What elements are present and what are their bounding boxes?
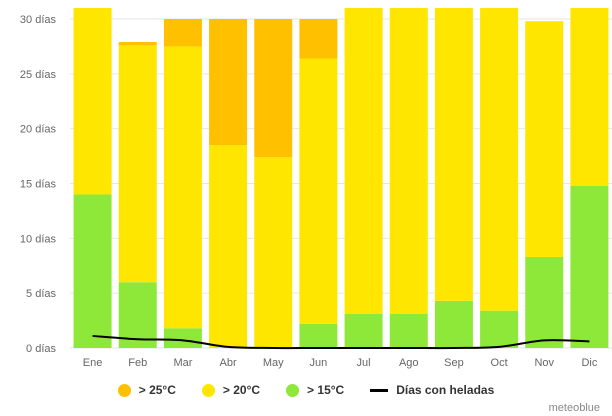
bar-segment[interactable]: [480, 8, 519, 311]
x-tick-label: Nov: [534, 357, 554, 369]
x-tick-label: Mar: [173, 357, 192, 369]
x-tick-label: Oct: [491, 357, 508, 369]
bar-segment[interactable]: [163, 328, 202, 348]
bar-segment[interactable]: [344, 8, 383, 315]
legend-frost-swatch: [370, 388, 389, 392]
legend-over-20-label: > 20°C: [222, 383, 261, 397]
bar-segment[interactable]: [480, 310, 519, 348]
bar-segment[interactable]: [570, 8, 609, 186]
x-tick-label: Ene: [83, 357, 103, 369]
legend-over-25-swatch: [117, 383, 131, 397]
bar-segment[interactable]: [118, 42, 157, 46]
bar-segment[interactable]: [344, 314, 383, 348]
x-tick-label: Dic: [581, 357, 597, 369]
x-tick-label: Jun: [310, 357, 328, 369]
legend-item-frost-days[interactable]: Días con heladas: [370, 383, 494, 397]
x-tick-label: Abr: [220, 357, 237, 369]
frost-line: [92, 334, 590, 350]
bar-segment[interactable]: [163, 19, 202, 47]
bar-segment[interactable]: [299, 58, 338, 324]
bar-segment[interactable]: [254, 157, 293, 348]
bar-segment[interactable]: [299, 323, 338, 348]
y-axis-ticks: 0 días 5 días 10 días 15 días 20 días 25 días…: [20, 14, 57, 355]
credit-text[interactable]: meteoblue: [548, 402, 600, 414]
bar-segment[interactable]: [118, 282, 157, 348]
legend: > 25°C > 20°C > 15°C Días con heladas: [0, 383, 612, 397]
x-axis-ticks: Ene Feb Mar Abr May Jun Jul Ago Sep Oct Nov Dic: [83, 357, 598, 369]
bar-segment[interactable]: [389, 8, 428, 315]
bar-segment[interactable]: [163, 46, 202, 329]
bar-segment[interactable]: [118, 45, 157, 283]
legend-over-15-label: > 15°C: [307, 383, 345, 397]
x-tick-label: Sep: [444, 357, 464, 369]
y-tick-label: 15 días: [20, 179, 57, 191]
y-tick-label: 25 días: [20, 69, 57, 81]
bar-segment[interactable]: [525, 256, 564, 348]
legend-over-20-swatch: [201, 383, 215, 397]
bar-segment[interactable]: [209, 19, 248, 146]
y-tick-label: 10 días: [20, 233, 57, 245]
legend-item-over-15[interactable]: > 15°C: [286, 383, 344, 397]
bar-segment[interactable]: [73, 194, 112, 348]
grid-lines: [70, 18, 612, 349]
legend-over-15-swatch: [286, 383, 300, 397]
legend-item-over-20[interactable]: > 20°C: [201, 383, 261, 397]
x-tick-label: Jul: [357, 357, 371, 369]
legend-item-over-25[interactable]: > 25°C: [117, 383, 176, 397]
y-tick-label: 5 días: [26, 288, 56, 300]
chart: 0 días 5 días 10 días 15 días 20 días 25 días…: [20, 8, 612, 369]
x-tick-label: Feb: [128, 357, 147, 369]
legend-over-25-label: > 25°C: [138, 383, 176, 397]
bar-segment[interactable]: [389, 314, 428, 348]
bar-segment[interactable]: [254, 19, 293, 158]
y-tick-label: 20 días: [20, 124, 57, 136]
bar-segment[interactable]: [434, 300, 473, 348]
legend-frost-label: Días con heladas: [396, 383, 495, 397]
bar-segment[interactable]: [299, 19, 338, 59]
y-tick-label: 0 días: [26, 343, 56, 355]
bars: [73, 8, 609, 348]
bar-segment[interactable]: [73, 8, 112, 195]
y-tick-label: 30 días: [20, 14, 57, 26]
frost-days-line[interactable]: [92, 334, 590, 350]
bar-segment[interactable]: [209, 145, 248, 348]
bar-segment[interactable]: [525, 21, 564, 257]
x-tick-label: Ago: [399, 357, 419, 369]
x-tick-label: May: [263, 357, 284, 369]
bar-segment[interactable]: [434, 8, 473, 301]
bar-segment[interactable]: [570, 185, 609, 348]
